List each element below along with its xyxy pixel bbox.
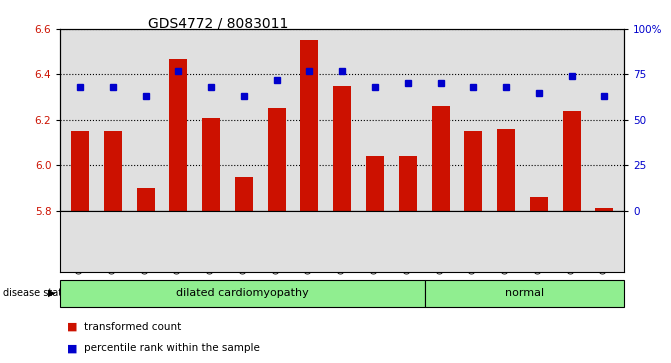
Bar bbox=[431, 106, 450, 211]
Text: normal: normal bbox=[505, 288, 544, 298]
Text: GSM1053924: GSM1053924 bbox=[207, 213, 215, 274]
Text: GSM1053915: GSM1053915 bbox=[76, 213, 85, 274]
Bar bbox=[464, 131, 482, 211]
Bar bbox=[137, 188, 154, 211]
Bar bbox=[366, 156, 384, 211]
Bar bbox=[104, 131, 122, 211]
Text: GSM1053938: GSM1053938 bbox=[403, 213, 412, 274]
Bar bbox=[235, 176, 253, 211]
Text: GSM1053937: GSM1053937 bbox=[370, 213, 380, 274]
Text: GSM1053939: GSM1053939 bbox=[534, 213, 544, 274]
Text: GSM1053933: GSM1053933 bbox=[305, 213, 314, 274]
Text: GSM1053919: GSM1053919 bbox=[174, 213, 183, 274]
Text: GSM1053925: GSM1053925 bbox=[240, 213, 248, 274]
Bar bbox=[530, 197, 548, 211]
Bar bbox=[333, 86, 351, 211]
Text: GSM1053922: GSM1053922 bbox=[469, 213, 478, 274]
Text: disease state: disease state bbox=[3, 288, 68, 298]
Text: ■: ■ bbox=[67, 322, 78, 332]
Text: percentile rank within the sample: percentile rank within the sample bbox=[84, 343, 260, 354]
Text: GSM1053929: GSM1053929 bbox=[501, 213, 511, 274]
Bar bbox=[202, 118, 220, 211]
Text: GSM1053918: GSM1053918 bbox=[141, 213, 150, 274]
Text: GSM1053935: GSM1053935 bbox=[338, 213, 347, 274]
Bar bbox=[71, 131, 89, 211]
Text: dilated cardiomyopathy: dilated cardiomyopathy bbox=[176, 288, 309, 298]
Bar bbox=[301, 40, 319, 211]
Text: GSM1053917: GSM1053917 bbox=[108, 213, 117, 274]
Text: GDS4772 / 8083011: GDS4772 / 8083011 bbox=[148, 16, 288, 30]
Text: transformed count: transformed count bbox=[84, 322, 181, 332]
Text: ▶: ▶ bbox=[48, 288, 56, 298]
Text: ■: ■ bbox=[67, 343, 78, 354]
Text: GSM1053940: GSM1053940 bbox=[567, 213, 576, 274]
Bar bbox=[595, 208, 613, 211]
Bar bbox=[562, 111, 580, 211]
Text: GSM1053941: GSM1053941 bbox=[436, 213, 445, 274]
Text: GSM1053926: GSM1053926 bbox=[272, 213, 281, 274]
Bar bbox=[268, 109, 286, 211]
Bar bbox=[399, 156, 417, 211]
Bar bbox=[497, 129, 515, 211]
Text: GSM1053942: GSM1053942 bbox=[600, 213, 609, 274]
Bar bbox=[169, 58, 187, 211]
